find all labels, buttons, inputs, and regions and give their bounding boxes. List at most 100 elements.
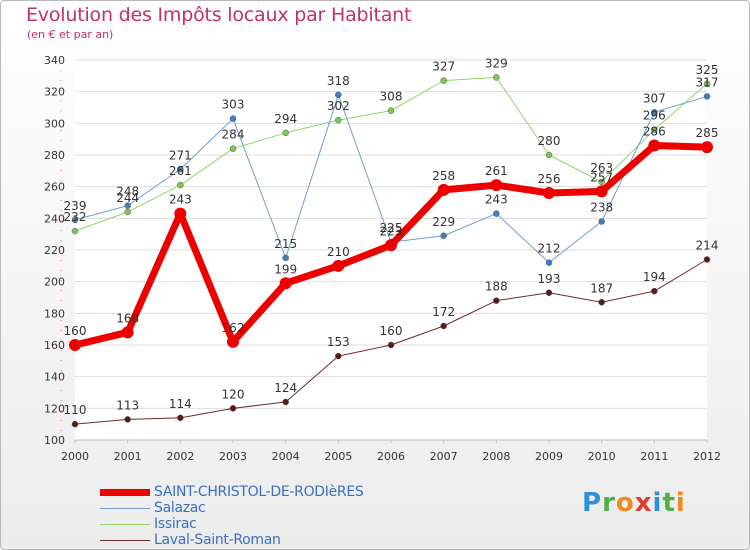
data-label: 296 (643, 109, 666, 123)
data-label: 248 (116, 185, 139, 199)
x-tick-label: 2005 (324, 450, 352, 463)
data-point (335, 116, 342, 124)
data-point (332, 259, 345, 272)
x-tick-label: 2006 (377, 450, 405, 463)
data-label: 308 (380, 90, 403, 104)
data-label: 239 (64, 199, 87, 213)
data-point (124, 208, 131, 216)
data-label: 280 (538, 134, 561, 148)
data-label: 294 (274, 112, 297, 126)
data-label: 120 (222, 387, 245, 401)
data-point (648, 139, 661, 152)
data-label: 215 (274, 237, 297, 251)
chart-subtitle: (en € et par an) (27, 28, 114, 41)
data-point (124, 416, 131, 423)
y-tick-label: 180 (44, 307, 65, 320)
x-tick-label: 2009 (535, 450, 563, 463)
data-label: 243 (485, 193, 508, 207)
x-tick-label: 2010 (588, 450, 616, 463)
data-point (69, 339, 81, 351)
data-label: 286 (643, 125, 666, 139)
data-label: 261 (485, 164, 508, 178)
data-label: 187 (590, 281, 613, 295)
x-tick-label: 2012 (693, 450, 721, 463)
data-label: 214 (696, 239, 719, 253)
data-point (121, 326, 134, 339)
data-point (282, 129, 289, 137)
data-point (598, 218, 605, 225)
data-label: 318 (327, 74, 350, 88)
data-label: 110 (64, 403, 87, 417)
data-point (493, 210, 500, 217)
data-point (387, 341, 395, 349)
data-point (227, 335, 239, 348)
data-point (545, 151, 553, 159)
data-point (703, 256, 711, 263)
data-label: 284 (222, 128, 245, 142)
x-tick-label: 2003 (219, 450, 247, 463)
y-tick-label: 160 (44, 339, 65, 352)
data-label: 263 (590, 161, 613, 175)
data-label: 258 (432, 169, 455, 183)
y-tick-label: 340 (44, 54, 65, 67)
data-label: 238 (590, 201, 613, 215)
data-label: 160 (64, 324, 87, 338)
data-point (71, 216, 79, 224)
data-label: 243 (169, 193, 192, 207)
x-tick-label: 2001 (114, 450, 142, 463)
x-tick-label: 2004 (272, 450, 300, 463)
data-label: 162 (222, 321, 245, 335)
data-point (282, 254, 289, 262)
data-label: 212 (538, 242, 561, 256)
y-tick-label: 300 (44, 117, 65, 130)
data-point (124, 202, 131, 209)
data-point (651, 109, 658, 116)
data-point (335, 352, 342, 360)
data-label: 261 (169, 164, 192, 178)
y-tick-label: 280 (44, 149, 65, 162)
legend-swatch (100, 523, 150, 525)
y-tick-label: 100 (44, 434, 65, 447)
data-point (651, 126, 658, 133)
data-point (229, 145, 237, 152)
data-point (440, 322, 447, 330)
data-point (703, 93, 711, 100)
data-point (177, 181, 184, 189)
data-label: 303 (222, 98, 245, 112)
data-point (229, 405, 237, 412)
data-point (279, 277, 292, 290)
chart-title: Evolution des Impôts locaux par Habitant (26, 4, 412, 26)
data-label: 302 (327, 99, 350, 113)
data-label: 113 (116, 398, 139, 412)
data-point (493, 297, 500, 304)
legend-label: Salazac (154, 500, 206, 516)
data-point (335, 91, 342, 99)
data-label: 317 (696, 75, 719, 89)
x-tick-label: 2002 (166, 450, 194, 463)
data-label: 210 (327, 245, 350, 259)
legend-swatch (100, 539, 150, 541)
data-point (174, 207, 187, 220)
data-point (490, 179, 503, 192)
data-point (177, 166, 184, 173)
x-tick-label: 2000 (61, 450, 89, 463)
y-tick-label: 140 (44, 371, 65, 384)
data-label: 172 (432, 305, 455, 319)
data-label: 271 (169, 148, 192, 162)
legend-swatch (100, 507, 150, 509)
legend-label: SAINT-CHRISTOL-DE-RODIèRES (154, 484, 364, 500)
data-point (71, 227, 79, 235)
legend-swatch (100, 488, 150, 496)
data-label: 325 (696, 63, 719, 77)
data-point (282, 398, 289, 406)
data-label: 229 (432, 215, 455, 229)
data-label: 188 (485, 280, 508, 294)
data-point (177, 414, 184, 422)
data-point (598, 178, 605, 186)
data-point (387, 107, 395, 114)
data-point (543, 187, 555, 199)
data-point (437, 183, 450, 196)
data-label: 327 (432, 60, 455, 74)
data-label: 223 (380, 224, 403, 238)
